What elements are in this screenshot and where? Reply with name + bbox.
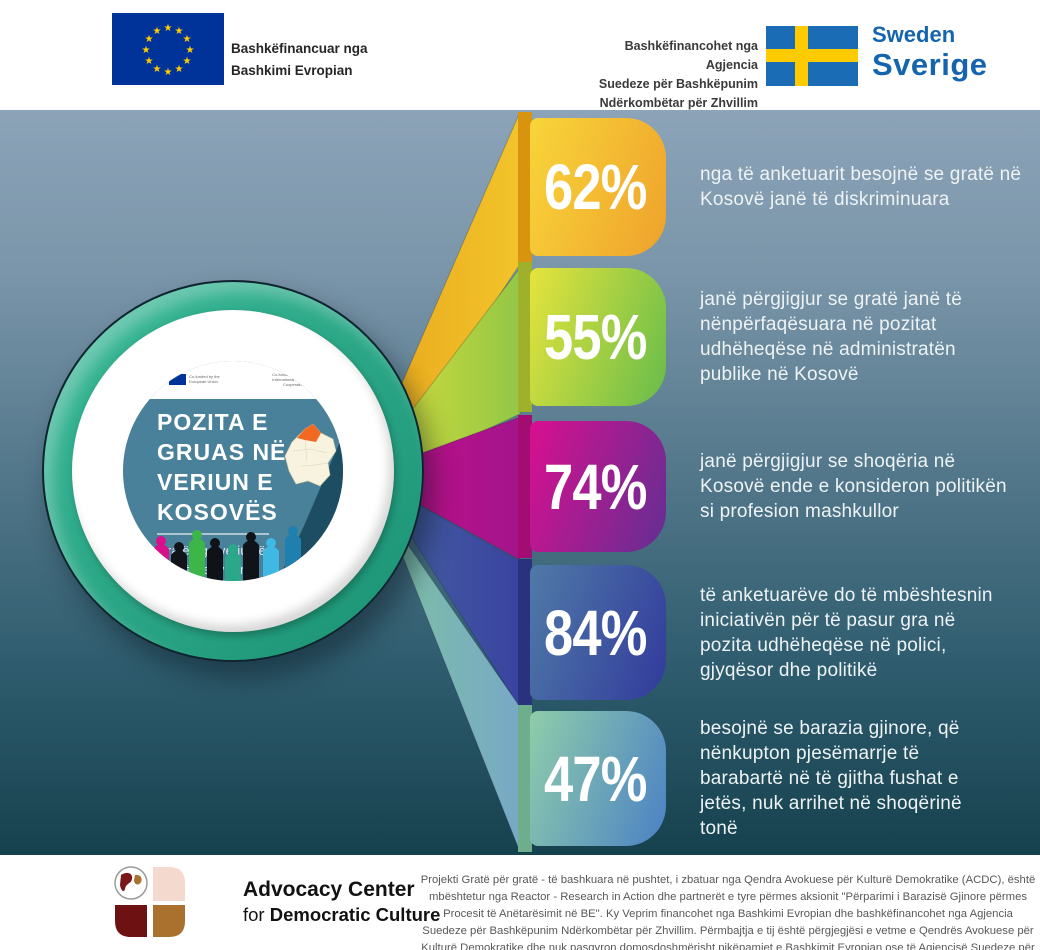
- kosovo-map-north-region: [297, 424, 321, 442]
- stat-bar-47: 47%: [530, 711, 666, 846]
- sida-funding-line3: Ndërkombëtar për Zhvillim: [599, 96, 758, 110]
- footer: Advocacy Center for Democratic Culture P…: [0, 855, 1040, 950]
- eu-stars-icon: ★ ★★ ★★★ ★★★ ★★★: [142, 23, 195, 78]
- bar-fold-84: [518, 559, 532, 706]
- stat-desc-47: besojnë se barazia gjinore, që nënkupton…: [700, 711, 1000, 846]
- sweden-wordmark-sv: Sverige: [872, 47, 988, 82]
- sida-funding-line1: Bashkëfinancohet nga Agjencia: [624, 39, 758, 72]
- cover-eu-flag-mini: [169, 374, 186, 385]
- sweden-flag: [766, 26, 858, 86]
- acdc-logo-icon: [114, 866, 185, 937]
- svg-text:★: ★: [142, 45, 151, 56]
- svg-text:★: ★: [164, 23, 173, 34]
- bar-fold-47: [518, 705, 532, 852]
- cover-title-line4: KOSOVËS: [157, 499, 278, 525]
- stat-desc-84: të anketuarëve do të mbështesnin iniciat…: [700, 565, 1000, 700]
- eu-funding-label: Bashkëfinancuar nga Bashkimi Evropian: [231, 38, 368, 82]
- acdc-name-line1: Advocacy Center: [243, 878, 415, 901]
- stat-bar-62: 62%: [530, 118, 666, 256]
- sweden-wordmark-en: Sweden: [872, 22, 956, 47]
- acdc-logo-text: Advocacy Center for Democratic Culture: [243, 877, 440, 927]
- project-disclaimer: Projekti Gratë për gratë - të bashkuara …: [420, 874, 1036, 950]
- stat-desc-74-text: janë përgjigjur se shoqëria në Kosovë en…: [700, 451, 1007, 522]
- stat-bar-74: 74%: [530, 421, 666, 552]
- bar-fold-62: [518, 112, 532, 262]
- kosovo-map-outline: [284, 423, 337, 487]
- stat-value-84: 84%: [544, 596, 647, 669]
- stat-desc-74: janë përgjigjur se shoqëria në Kosovë en…: [700, 421, 1010, 552]
- stat-bar-84: 84%: [530, 565, 666, 700]
- svg-text:★: ★: [175, 64, 184, 75]
- header-logos-band: ★ ★ ★ ★ ★ ★ ★ ★ ★ ★ ★ ★ Bashkëfinancuar nga Bash…: [0, 0, 1040, 110]
- cover-title: POZITA E GRUAS NË VERIUN E KOSOVËS: [157, 407, 286, 527]
- acdc-name-line2-bold: Democratic Culture: [269, 904, 441, 925]
- bar-fold-74: [518, 415, 532, 558]
- sida-funding-label: Bashkëfinancohet nga Agjencia Suedeze pë…: [598, 37, 758, 113]
- svg-text:★: ★: [153, 64, 162, 75]
- svg-text:★: ★: [164, 67, 173, 78]
- cover-swoosh-green: [314, 513, 343, 581]
- stat-desc-55: janë përgjigjur se gratë janë të nënpërf…: [700, 268, 1000, 406]
- stat-value-62: 62%: [544, 151, 647, 223]
- kosovo-map: [284, 423, 337, 487]
- stat-bar-55: 55%: [530, 268, 666, 406]
- stat-desc-47-text: besojnë se barazia gjinore, që nënkupton…: [700, 718, 962, 839]
- stat-desc-62: nga të anketuarit besojnë se gratë në Ko…: [700, 118, 1030, 256]
- svg-text:★: ★: [145, 34, 154, 45]
- svg-text:★: ★: [183, 34, 192, 45]
- cover-sweden-flag-mini: [323, 372, 343, 386]
- women-silhouettes: [135, 526, 301, 581]
- svg-text:★: ★: [153, 26, 162, 37]
- svg-text:★: ★: [186, 45, 195, 56]
- bar-fold-55: [518, 262, 532, 412]
- sida-funding-line2: Suedeze për Bashkëpunim: [598, 77, 758, 91]
- eu-funding-line1: Bashkëfinancuar nga: [231, 41, 368, 56]
- stat-desc-62-text: nga të anketuarit besojnë se gratë në Ko…: [700, 164, 1022, 210]
- stat-value-55: 55%: [544, 301, 647, 373]
- cover-artwork: [276, 434, 343, 581]
- report-cover: Co-funded by the European Union Co-funde…: [123, 361, 343, 581]
- stat-value-74: 74%: [544, 450, 647, 523]
- eu-flag: ★ ★ ★ ★ ★ ★ ★ ★ ★ ★ ★ ★: [112, 13, 224, 85]
- svg-text:★: ★: [183, 56, 192, 67]
- cover-swoosh-dark: [276, 434, 343, 581]
- cover-eu-credit: Co-funded by the European Union: [189, 374, 220, 384]
- magnifying-glass-icon: [330, 561, 343, 581]
- magnifier-lens-ring: Co-funded by the European Union Co-funde…: [42, 280, 424, 662]
- cover-sweden-cross-h: [323, 377, 343, 381]
- cover-title-line3: VERIUN E: [157, 469, 274, 495]
- acdc-name-line2-prefix: for: [243, 904, 270, 925]
- eu-funding-line2: Bashkimi Evropian: [231, 63, 353, 78]
- svg-text:★: ★: [175, 26, 184, 37]
- silhouette-figures: [135, 526, 301, 581]
- stat-value-47: 47%: [544, 742, 647, 815]
- acdc-name-line2: for Democratic Culture: [243, 903, 440, 927]
- cover-title-line1: POZITA E: [157, 409, 269, 435]
- stat-desc-55-text: janë përgjigjur se gratë janë të nënpërf…: [700, 289, 963, 385]
- cover-title-line2: GRUAS NË: [157, 439, 287, 465]
- kosovo-map-borders: [292, 439, 329, 467]
- sweden-wordmark: Sweden Sverige: [872, 22, 988, 82]
- sweden-flag-cross-horizontal: [766, 49, 858, 62]
- stat-desc-84-text: të anketuarëve do të mbështesnin iniciat…: [700, 584, 993, 681]
- lens-inner-white-ring: Co-funded by the European Union Co-funde…: [72, 310, 394, 632]
- svg-text:★: ★: [145, 56, 154, 67]
- cover-sida-credit: Co-funded by the Swedish International D…: [272, 372, 319, 387]
- cover-divider: [157, 533, 269, 535]
- cover-header-strip: Co-funded by the European Union Co-funde…: [123, 361, 343, 399]
